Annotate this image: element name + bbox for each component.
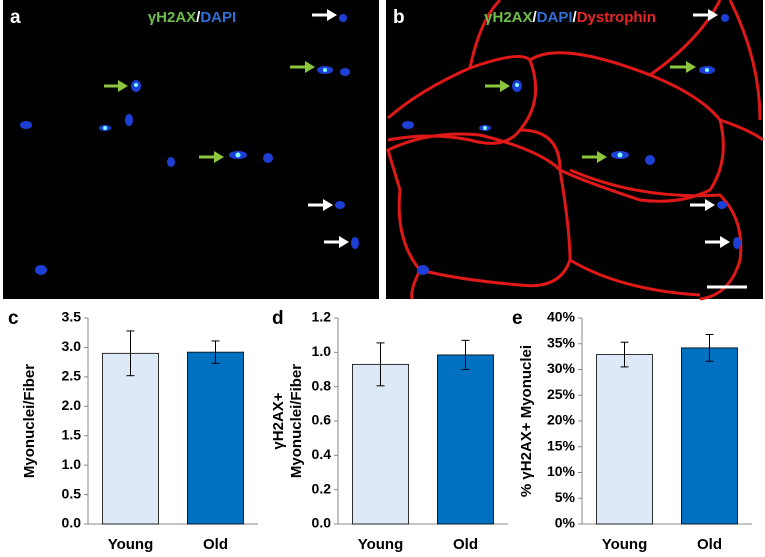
y-tick-label: 20%	[547, 412, 576, 428]
bar	[437, 354, 494, 525]
y-axis-label: Myonuclei/Fiber	[21, 364, 38, 478]
panel-letter: e	[512, 308, 523, 329]
y-tick-label: 0.6	[312, 412, 332, 428]
y-tick-label: 1.5	[62, 426, 82, 442]
x-tick-label: Young	[602, 536, 648, 553]
panel-letter: b	[393, 7, 405, 28]
y-tick-label: 40%	[547, 309, 576, 325]
x-tick-label: Young	[108, 536, 154, 553]
panel-letter: c	[8, 308, 19, 329]
error-bar	[376, 342, 385, 387]
y-tick-label: 2.5	[62, 368, 82, 384]
micrograph-b	[386, 0, 764, 301]
y-axis-label: γH2AX+	[270, 392, 287, 449]
x-tick-label: Old	[453, 536, 478, 553]
y-tick-label: 1.2	[312, 309, 332, 325]
error-bar	[705, 333, 714, 362]
x-tick-label: Young	[358, 536, 404, 553]
y-tick-label: 0.5	[62, 485, 82, 501]
y-tick-label: 0.0	[312, 515, 332, 531]
y-tick-label: 1.0	[62, 456, 82, 472]
y-tick-label: 3.5	[62, 309, 82, 325]
error-bar	[211, 340, 220, 364]
micrograph-a	[3, 0, 379, 299]
bar	[596, 354, 653, 525]
y-tick-label: 25%	[547, 386, 576, 402]
bar	[102, 352, 159, 525]
bar	[681, 347, 738, 525]
y-tick-label: 30%	[547, 360, 576, 376]
image-caption: γH2AX/DAPI	[148, 9, 236, 26]
x-tick-label: Old	[697, 536, 722, 553]
y-tick-label: 35%	[547, 334, 576, 350]
bar	[352, 363, 409, 525]
y-tick-label: 2.0	[62, 397, 82, 413]
caption-part: γH2AX	[484, 9, 532, 26]
y-tick-label: 10%	[547, 463, 576, 479]
y-tick-label: 0.0	[62, 515, 82, 531]
y-tick-label: 0.8	[312, 377, 332, 393]
caption-part: /	[533, 9, 538, 26]
error-bar	[620, 341, 629, 368]
caption-part: /	[573, 9, 578, 26]
y-tick-label: 0.4	[312, 446, 332, 462]
y-tick-label: 3.0	[62, 338, 82, 354]
y-tick-label: 1.0	[312, 343, 332, 359]
error-bar	[126, 330, 135, 377]
y-tick-label: 0%	[555, 515, 576, 531]
y-axis-label: Myonuclei/Fiber	[288, 364, 305, 478]
bar	[187, 351, 244, 525]
caption-part: γH2AX	[148, 9, 196, 26]
error-bar	[461, 339, 470, 370]
caption-part: /	[196, 9, 201, 26]
y-tick-label: 15%	[547, 437, 576, 453]
panel-letter: a	[10, 7, 21, 28]
caption-part: DAPI	[200, 9, 236, 26]
caption-part: Dystrophin	[577, 9, 656, 26]
y-tick-label: 5%	[555, 489, 576, 505]
x-tick-label: Old	[203, 536, 228, 553]
caption-part: DAPI	[537, 9, 573, 26]
y-tick-label: 0.2	[312, 480, 332, 496]
panel-letter: d	[272, 308, 284, 329]
image-caption: γH2AX/DAPI/Dystrophin	[484, 9, 656, 26]
y-axis-label: % γH2AX+ Myonuclei	[518, 345, 535, 497]
